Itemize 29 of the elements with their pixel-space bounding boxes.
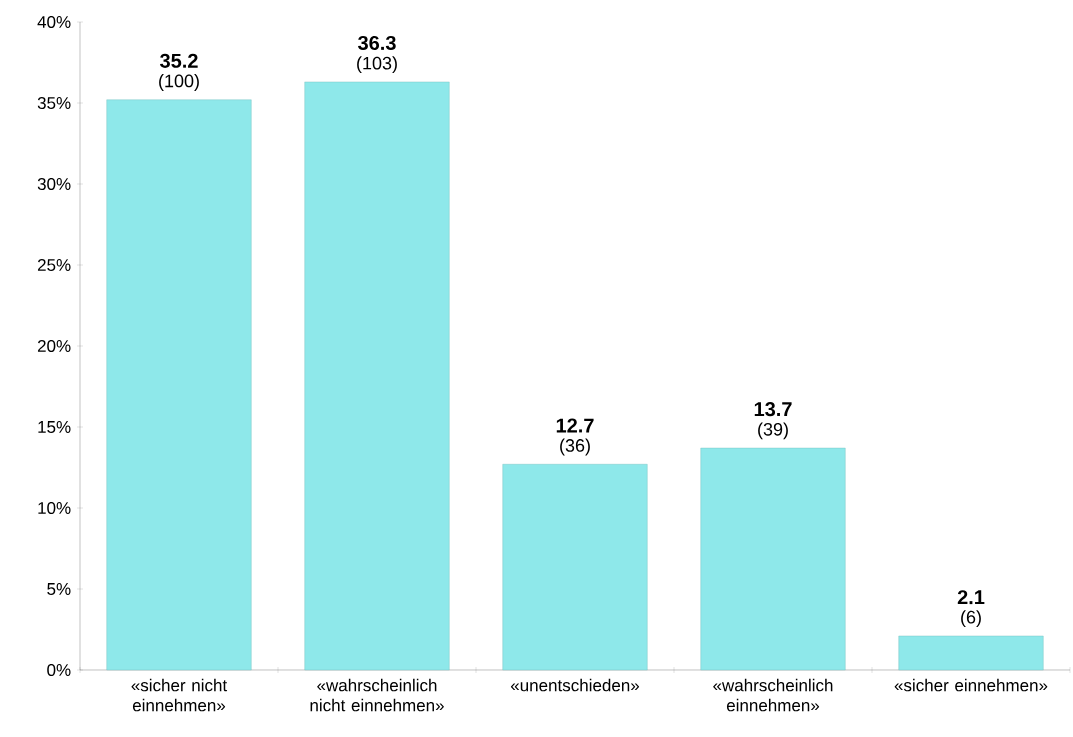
y-tick-label: 15% [38,421,71,433]
data-label: 35.2 [159,53,198,68]
data-label: 36.3 [358,35,396,51]
y-tick-label: 0% [47,663,71,677]
annotation: (100) [159,74,199,91]
annotation: (36) [560,438,590,456]
annotation: (39) [758,422,788,440]
y-tick-label: 40% [37,15,71,29]
x-tick-label: «unentschieden» [510,678,640,692]
x-tick-label: «wahrscheinlich einnehmen» [713,678,833,712]
y-tick-label: 5% [47,583,71,595]
x-tick-label: «sicher einnehmen» [894,678,1048,692]
data-label: 12.7 [556,418,594,433]
y-tick-label: 25% [37,258,71,272]
bar [700,447,846,671]
annotation: (103) [357,56,397,74]
y-tick-label: 10% [38,501,71,515]
y-tick-label: 20% [37,339,71,353]
y-tick-label: 35% [37,96,71,110]
bar [898,635,1044,671]
bar [106,99,252,671]
bar [502,464,648,671]
y-tick-label: 30% [37,177,71,191]
x-tick-label: «sicher nicht einnehmen» [131,678,228,712]
x-tick-label: «wahrscheinlich nicht einnehmen» [310,678,444,712]
data-label: 2.1 [957,590,985,605]
bar [304,81,450,671]
data-label: 13.7 [754,402,792,417]
annotation: (6) [961,610,981,628]
